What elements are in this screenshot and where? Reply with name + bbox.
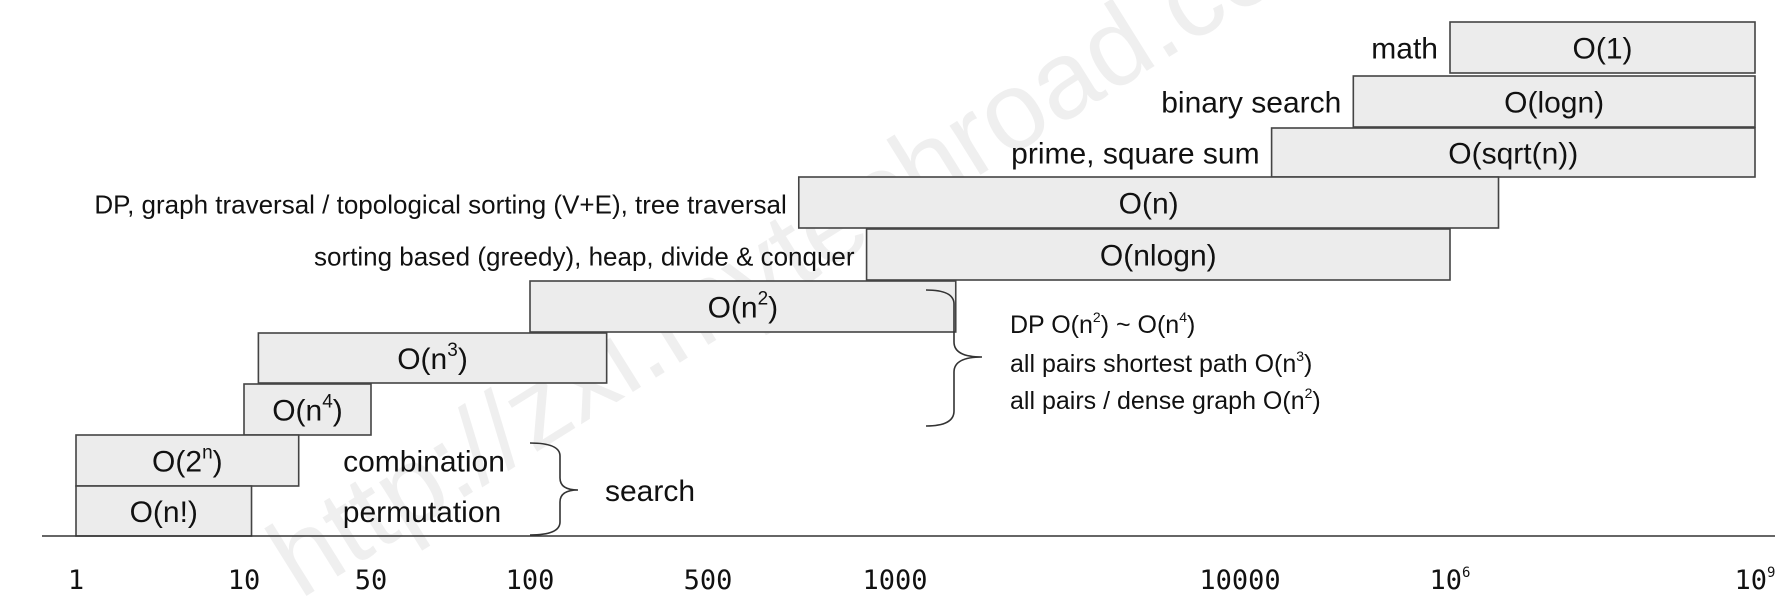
bar-rect-ologn bbox=[1352, 75, 1756, 128]
bar-rect-onfact bbox=[75, 485, 253, 537]
search-brace bbox=[529, 442, 579, 536]
bar-label-on: O(n) bbox=[1119, 188, 1179, 221]
bar-label-on2: O(n2) bbox=[708, 289, 779, 325]
algo-label-on: DP, graph traversal / topological sortin… bbox=[94, 190, 786, 220]
bar-rect-on3 bbox=[257, 332, 608, 384]
bar-on3: O(n3) bbox=[257, 332, 608, 384]
dp-note-line-1: DP O(n2) ~ O(n4) bbox=[1010, 309, 1195, 339]
bar-label-o1: O(1) bbox=[1573, 33, 1633, 66]
bar-label-onfact: O(n!) bbox=[130, 496, 198, 529]
bar-label-osqrt: O(sqrt(n)) bbox=[1448, 138, 1578, 171]
dp-note-brace bbox=[925, 289, 983, 427]
dp-note-line-3: all pairs / dense graph O(n2) bbox=[1010, 385, 1321, 415]
bars-layer: O(1) O(logn) O(sqrt(n)) O(n) O(nlogn) O(n2) O(… bbox=[75, 21, 1756, 537]
x-tick-label-3: 50 bbox=[355, 565, 388, 596]
bar-label-on3: O(n3) bbox=[397, 340, 468, 376]
search-group-label: search bbox=[605, 475, 695, 508]
bar-on: O(n) bbox=[797, 176, 1500, 229]
bar-rect-on2 bbox=[529, 280, 957, 333]
x-tick-label-6: 1000 bbox=[862, 565, 927, 596]
bar-label-ologn: O(logn) bbox=[1504, 87, 1604, 120]
bar-rect-osqrt bbox=[1270, 127, 1756, 178]
bar-rect-onlogn bbox=[865, 228, 1451, 281]
bar-label-on4: O(n4) bbox=[272, 392, 343, 428]
annotations-layer: search DP O(n2) ~ O(n4) all pairs shortest… bbox=[529, 289, 1321, 536]
x-tick-label-1: 1 bbox=[68, 565, 84, 596]
algo-label-osqrt: prime, square sum bbox=[1011, 138, 1259, 171]
x-tick-label-4: 100 bbox=[506, 565, 555, 596]
x-tick-label-9: 109 bbox=[1735, 565, 1776, 596]
x-tick-label-2: 10 bbox=[228, 565, 261, 596]
bar-rect-on bbox=[797, 176, 1500, 229]
x-axis-ticks: 1 10 50 100 500 1000 10000 106 109 bbox=[68, 565, 1776, 596]
algo-label-ologn: binary search bbox=[1161, 87, 1341, 120]
bar-onlogn: O(nlogn) bbox=[865, 228, 1451, 281]
algorithm-labels-layer: math binary search prime, square sum DP, gr… bbox=[94, 33, 1438, 530]
bar-label-o2n: O(2n) bbox=[152, 443, 223, 479]
dp-note-line-2: all pairs shortest path O(n3) bbox=[1010, 348, 1312, 378]
bar-on4: O(n4) bbox=[243, 383, 372, 436]
bar-o2n: O(2n) bbox=[75, 434, 300, 487]
bar-rect-on4 bbox=[243, 383, 372, 436]
x-tick-label-8: 106 bbox=[1430, 565, 1471, 596]
algo-label-o1: math bbox=[1371, 33, 1438, 66]
algo-label-onlogn: sorting based (greedy), heap, divide & c… bbox=[314, 242, 855, 272]
bar-onfact: O(n!) bbox=[75, 485, 253, 537]
x-tick-label-5: 500 bbox=[684, 565, 733, 596]
bar-rect-o2n bbox=[75, 434, 300, 487]
bar-label-onlogn: O(nlogn) bbox=[1100, 240, 1217, 273]
x-tick-label-7: 10000 bbox=[1199, 565, 1280, 596]
algo-label-onfact: permutation bbox=[343, 496, 501, 529]
algo-label-o2n: combination bbox=[343, 446, 505, 479]
bar-rect-o1 bbox=[1449, 21, 1756, 74]
bar-on2: O(n2) bbox=[529, 280, 957, 333]
bar-osqrt: O(sqrt(n)) bbox=[1270, 127, 1756, 178]
bar-o1: O(1) bbox=[1449, 21, 1756, 74]
bar-ologn: O(logn) bbox=[1352, 75, 1756, 128]
